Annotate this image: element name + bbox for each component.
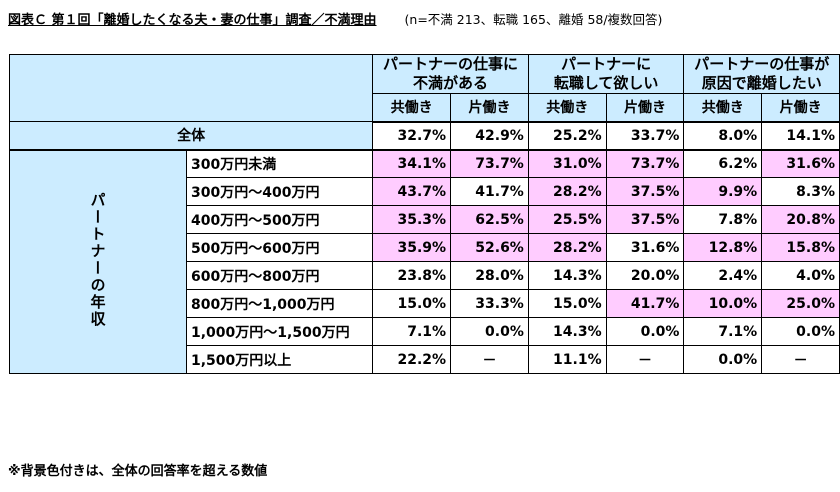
income-group-text: パートナーの年収 — [88, 191, 107, 328]
subheader-single-income: 片働き — [450, 93, 529, 123]
value-cell: － — [761, 345, 840, 374]
value-cell-highlighted: 28.2% — [527, 177, 607, 206]
value-cell: 11.1% — [527, 345, 607, 374]
group-header-line: パートナーに — [561, 55, 652, 73]
group-header-line: 不満がある — [413, 74, 489, 92]
value-cell-highlighted: 52.6% — [450, 233, 529, 262]
group-header-dissatisfied: パートナーの仕事に 不満がある — [372, 54, 529, 94]
value-cell: 0.0% — [761, 317, 840, 346]
group-header-line: パートナーの仕事に — [383, 55, 519, 73]
survey-table: パートナーの仕事に 不満がある パートナーに 転職して欲しい パートナーの仕事が 原因… — [8, 54, 840, 374]
value-cell: － — [450, 345, 529, 374]
value-cell: 28.0% — [450, 261, 529, 290]
value-cell: 7.1% — [683, 317, 763, 346]
table-row: 400万円～500万円 35.3% 62.5% 25.5% 37.5% 7.8% 20.8% — [10, 205, 840, 234]
value-cell: 15.0% — [527, 289, 607, 318]
total-value-cell: 14.1% — [761, 121, 840, 151]
value-cell-highlighted: 31.6% — [761, 149, 840, 178]
group-header-line: 原因で離婚したい — [701, 74, 822, 92]
subheader-dual-income: 共働き — [683, 93, 763, 123]
value-cell: 14.3% — [527, 317, 607, 346]
value-cell: 8.3% — [761, 177, 840, 206]
value-cell-highlighted: 43.7% — [372, 177, 452, 206]
value-cell-highlighted: 9.9% — [683, 177, 763, 206]
row-label: 300万円～400万円 — [185, 177, 374, 206]
subheader-single-income: 片働き — [605, 93, 685, 123]
value-cell-highlighted: 10.0% — [683, 289, 763, 318]
table-row: パートナーの年収 300万円未満 34.1% 73.7% 31.0% 73.7% 6.2% 3… — [9, 149, 840, 374]
subheader-single-income: 片働き — [761, 93, 840, 123]
row-label: 600万円～800万円 — [185, 261, 374, 290]
value-cell-highlighted: 15.8% — [761, 233, 840, 262]
value-cell: 20.0% — [605, 261, 685, 290]
value-cell-highlighted: 12.8% — [683, 233, 763, 262]
sample-size-note: (n=不満 213、転職 165、離婚 58/複数回答) — [404, 11, 663, 27]
value-cell-highlighted: 28.2% — [527, 233, 607, 262]
row-label: 500万円～600万円 — [185, 233, 374, 262]
table-row: 600万円～800万円 23.8% 28.0% 14.3% 20.0% 2.4% 4.0% — [10, 261, 840, 290]
value-cell-highlighted: 25.5% — [527, 205, 607, 234]
value-cell-highlighted: 41.7% — [605, 289, 685, 318]
subheader-dual-income: 共働き — [527, 93, 607, 123]
income-group-label: パートナーの年収 — [9, 149, 187, 374]
total-value-cell: 42.9% — [450, 121, 529, 151]
value-cell-highlighted: 62.5% — [450, 205, 529, 234]
value-cell-highlighted: 37.5% — [605, 205, 685, 234]
value-cell: 0.0% — [605, 317, 685, 346]
report-title: 図表Ｃ 第１回「離婚したくなる夫・妻の仕事」調査／不満理由 — [8, 12, 377, 28]
value-cell-highlighted: 73.7% — [605, 149, 685, 178]
total-value-cell: 25.2% — [527, 121, 607, 151]
value-cell-highlighted: 20.8% — [761, 205, 840, 234]
table-row: 1,500万円以上 22.2% － 11.1% － 0.0% － — [10, 345, 840, 374]
table-row: 500万円～600万円 35.9% 52.6% 28.2% 31.6% 12.8% 15.8… — [10, 233, 840, 262]
footnote: ※背景色付きは、全体の回答率を超える数値 — [8, 464, 268, 479]
value-cell: 22.2% — [372, 345, 452, 374]
value-cell: 41.7% — [450, 177, 529, 206]
value-cell-highlighted: 34.1% — [372, 149, 452, 178]
value-cell: 15.0% — [372, 289, 452, 318]
value-cell: 33.3% — [450, 289, 529, 318]
table-row-total: 全体 32.7% 42.9% 25.2% 33.7% 8.0% 14.1% — [8, 121, 840, 151]
group-header-divorce: パートナーの仕事が 原因で離婚したい — [683, 54, 840, 94]
total-value-cell: 32.7% — [372, 121, 452, 151]
value-cell-highlighted: 31.0% — [527, 149, 607, 178]
title-row: 図表Ｃ 第１回「離婚したくなる夫・妻の仕事」調査／不満理由 (n=不満 213、… — [8, 4, 662, 32]
value-cell-highlighted: 25.0% — [761, 289, 840, 318]
value-cell-highlighted: 35.3% — [372, 205, 452, 234]
value-cell-highlighted: 73.7% — [450, 149, 529, 178]
value-cell: 0.0% — [450, 317, 529, 346]
row-label: 800万円～1,000万円 — [185, 289, 374, 318]
group-header-job-change: パートナーに 転職して欲しい — [527, 54, 685, 94]
table-row: 800万円～1,000万円 15.0% 33.3% 15.0% 41.7% 10.0% 25… — [10, 289, 840, 318]
value-cell: 6.2% — [683, 149, 763, 178]
row-label: 1,500万円以上 — [185, 345, 374, 374]
total-value-cell: 8.0% — [683, 121, 763, 151]
value-cell: 31.6% — [605, 233, 685, 262]
value-cell: 7.1% — [372, 317, 452, 346]
subheader-dual-income: 共働き — [372, 93, 452, 123]
row-label: 400万円～500万円 — [185, 205, 374, 234]
value-cell-highlighted: 35.9% — [372, 233, 452, 262]
group-header-line: 転職して欲しい — [553, 74, 659, 92]
row-label: 300万円未満 — [185, 149, 374, 178]
value-cell: 23.8% — [372, 261, 452, 290]
corner-cell — [8, 54, 374, 122]
table-row: 300万円～400万円 43.7% 41.7% 28.2% 37.5% 9.9% 8.3% — [10, 177, 840, 206]
value-cell: 0.0% — [683, 345, 763, 374]
row-label: 1,000万円～1,500万円 — [185, 317, 374, 346]
total-value-cell: 33.7% — [605, 121, 685, 151]
value-cell: 2.4% — [683, 261, 763, 290]
row-label-total: 全体 — [8, 121, 374, 151]
value-cell: － — [605, 345, 685, 374]
value-cell: 7.8% — [683, 205, 763, 234]
value-cell: 14.3% — [527, 261, 607, 290]
value-cell-highlighted: 37.5% — [605, 177, 685, 206]
group-header-line: パートナーの仕事が — [694, 55, 830, 73]
value-cell: 4.0% — [761, 261, 840, 290]
